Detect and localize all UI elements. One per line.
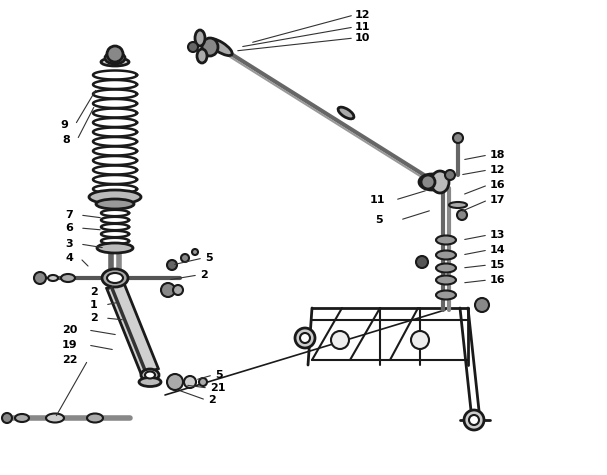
Circle shape xyxy=(181,254,189,262)
Text: 4: 4 xyxy=(65,253,73,263)
Text: 14: 14 xyxy=(490,245,506,255)
Text: 21: 21 xyxy=(210,383,225,393)
Text: 16: 16 xyxy=(490,180,506,190)
Circle shape xyxy=(161,283,175,297)
Text: 13: 13 xyxy=(490,230,506,240)
Circle shape xyxy=(295,328,315,348)
Text: 10: 10 xyxy=(355,33,370,43)
Text: 12: 12 xyxy=(490,165,506,175)
Circle shape xyxy=(411,331,429,349)
Text: 19: 19 xyxy=(62,340,78,350)
Text: 9: 9 xyxy=(60,120,68,130)
Text: 2: 2 xyxy=(90,313,98,323)
Ellipse shape xyxy=(195,30,205,46)
Text: 11: 11 xyxy=(355,22,370,32)
Circle shape xyxy=(2,413,12,423)
Ellipse shape xyxy=(436,276,456,285)
Text: 2: 2 xyxy=(200,270,208,280)
Ellipse shape xyxy=(101,58,129,66)
Ellipse shape xyxy=(202,38,218,56)
Circle shape xyxy=(416,256,428,268)
Text: 16: 16 xyxy=(490,275,506,285)
Circle shape xyxy=(34,272,46,284)
Text: 6: 6 xyxy=(65,223,73,233)
Text: 18: 18 xyxy=(490,150,506,160)
Text: 17: 17 xyxy=(490,195,506,205)
Circle shape xyxy=(457,210,467,220)
Circle shape xyxy=(464,410,484,430)
Text: 11: 11 xyxy=(370,195,385,205)
Ellipse shape xyxy=(197,49,207,63)
Ellipse shape xyxy=(141,369,159,381)
Ellipse shape xyxy=(15,414,29,422)
Circle shape xyxy=(107,46,123,62)
Ellipse shape xyxy=(431,171,449,193)
Circle shape xyxy=(469,415,479,425)
Ellipse shape xyxy=(105,52,125,64)
Ellipse shape xyxy=(107,273,123,283)
Text: 2: 2 xyxy=(90,287,98,297)
Circle shape xyxy=(300,333,310,343)
Ellipse shape xyxy=(139,378,161,387)
Text: 3: 3 xyxy=(65,239,73,249)
Circle shape xyxy=(445,170,455,180)
Circle shape xyxy=(331,331,349,349)
Ellipse shape xyxy=(89,190,141,204)
Ellipse shape xyxy=(208,38,232,56)
Text: 1: 1 xyxy=(90,300,98,310)
Ellipse shape xyxy=(419,174,445,190)
Circle shape xyxy=(199,378,207,386)
Circle shape xyxy=(475,298,489,312)
Polygon shape xyxy=(107,282,158,375)
Ellipse shape xyxy=(46,414,64,422)
Ellipse shape xyxy=(436,291,456,300)
Ellipse shape xyxy=(61,274,75,282)
Ellipse shape xyxy=(436,250,456,259)
Ellipse shape xyxy=(145,371,155,379)
Ellipse shape xyxy=(338,107,354,119)
Circle shape xyxy=(167,374,183,390)
Text: 15: 15 xyxy=(490,260,506,270)
Ellipse shape xyxy=(97,243,133,253)
Ellipse shape xyxy=(449,202,467,208)
Text: 22: 22 xyxy=(62,355,78,365)
Text: 12: 12 xyxy=(355,10,370,20)
Ellipse shape xyxy=(436,264,456,273)
Text: 20: 20 xyxy=(62,325,77,335)
Text: 7: 7 xyxy=(65,210,73,220)
Circle shape xyxy=(173,285,183,295)
Ellipse shape xyxy=(436,236,456,245)
Circle shape xyxy=(421,175,435,189)
Text: 8: 8 xyxy=(62,135,70,145)
Circle shape xyxy=(184,376,196,388)
Circle shape xyxy=(188,42,198,52)
Text: 5: 5 xyxy=(215,370,223,380)
Circle shape xyxy=(453,133,463,143)
Ellipse shape xyxy=(87,414,103,422)
Text: 5: 5 xyxy=(375,215,382,225)
Ellipse shape xyxy=(102,269,128,287)
Ellipse shape xyxy=(96,199,134,209)
Ellipse shape xyxy=(48,275,58,281)
Text: 5: 5 xyxy=(205,253,212,263)
Circle shape xyxy=(167,260,177,270)
Text: 2: 2 xyxy=(208,395,215,405)
Circle shape xyxy=(192,249,198,255)
